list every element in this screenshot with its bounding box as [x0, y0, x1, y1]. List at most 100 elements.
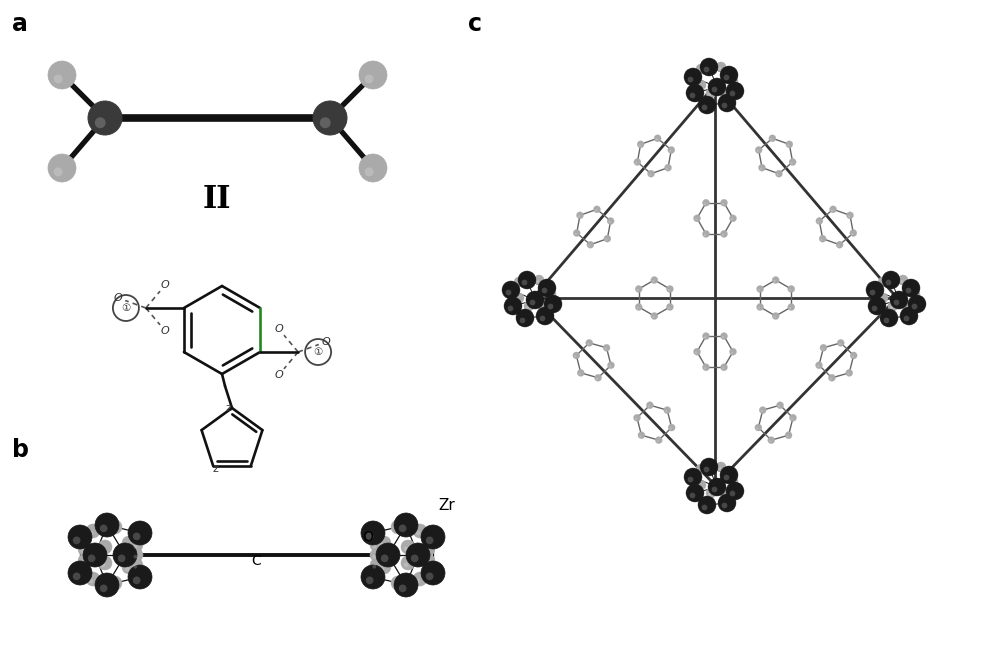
Circle shape [89, 579, 93, 583]
Circle shape [576, 212, 583, 219]
Circle shape [702, 332, 710, 340]
Circle shape [791, 418, 793, 420]
Circle shape [516, 309, 534, 327]
Circle shape [722, 367, 724, 369]
Circle shape [698, 498, 708, 508]
Circle shape [838, 245, 840, 247]
Circle shape [100, 525, 107, 532]
Circle shape [758, 164, 765, 171]
Circle shape [769, 440, 771, 442]
Circle shape [421, 561, 445, 585]
Circle shape [836, 241, 843, 248]
Circle shape [544, 307, 554, 317]
Circle shape [651, 276, 658, 284]
Circle shape [720, 199, 728, 206]
Circle shape [634, 414, 641, 421]
Circle shape [789, 159, 796, 165]
Circle shape [777, 402, 784, 408]
Circle shape [514, 277, 524, 287]
Circle shape [720, 491, 723, 494]
Circle shape [789, 307, 791, 309]
Circle shape [101, 547, 105, 551]
Circle shape [664, 407, 671, 414]
Circle shape [880, 282, 883, 285]
Circle shape [421, 542, 435, 556]
Text: O: O [113, 293, 122, 303]
Circle shape [656, 138, 658, 140]
Circle shape [536, 280, 539, 283]
Circle shape [700, 58, 718, 76]
Circle shape [68, 525, 92, 549]
Circle shape [791, 162, 793, 164]
Circle shape [603, 344, 610, 351]
Circle shape [880, 311, 890, 321]
Circle shape [78, 554, 92, 568]
Circle shape [637, 141, 644, 148]
Circle shape [546, 312, 549, 315]
Circle shape [718, 67, 721, 70]
Circle shape [704, 336, 706, 338]
Circle shape [607, 217, 614, 225]
Circle shape [770, 138, 773, 140]
Circle shape [720, 66, 738, 84]
Circle shape [720, 466, 738, 484]
Circle shape [404, 547, 408, 551]
Circle shape [704, 467, 709, 473]
Circle shape [522, 280, 527, 286]
Circle shape [902, 304, 905, 307]
Circle shape [538, 304, 541, 307]
Circle shape [394, 513, 418, 537]
Circle shape [88, 555, 95, 563]
Circle shape [100, 584, 107, 592]
Circle shape [708, 93, 711, 96]
Circle shape [718, 467, 721, 470]
Circle shape [514, 293, 524, 303]
Circle shape [577, 369, 584, 376]
Circle shape [399, 584, 406, 592]
Circle shape [366, 533, 373, 540]
Circle shape [768, 437, 775, 444]
Circle shape [878, 293, 888, 303]
Circle shape [125, 543, 129, 547]
Circle shape [542, 288, 547, 293]
Circle shape [73, 572, 80, 580]
Circle shape [605, 239, 607, 241]
Circle shape [122, 536, 136, 550]
Circle shape [609, 221, 611, 223]
Circle shape [772, 313, 779, 319]
Circle shape [686, 84, 704, 102]
Circle shape [595, 374, 602, 381]
Circle shape [506, 290, 511, 295]
Text: z: z [212, 464, 218, 474]
Circle shape [708, 493, 711, 496]
Circle shape [850, 229, 857, 237]
Circle shape [86, 572, 100, 586]
Circle shape [700, 103, 703, 106]
Circle shape [730, 81, 733, 84]
Circle shape [651, 313, 658, 319]
Circle shape [728, 499, 731, 502]
Circle shape [870, 290, 875, 295]
Circle shape [536, 307, 554, 325]
Circle shape [634, 159, 641, 165]
Circle shape [377, 560, 391, 574]
Circle shape [912, 293, 915, 297]
Circle shape [652, 316, 654, 318]
Circle shape [365, 167, 374, 176]
Circle shape [98, 540, 112, 554]
Circle shape [648, 170, 655, 177]
Circle shape [760, 167, 762, 170]
Circle shape [544, 295, 562, 313]
Circle shape [785, 432, 792, 439]
Circle shape [908, 295, 926, 313]
Circle shape [821, 239, 823, 241]
Circle shape [706, 488, 716, 498]
Circle shape [774, 316, 776, 318]
Circle shape [769, 135, 776, 142]
Circle shape [786, 435, 789, 438]
Circle shape [902, 279, 920, 297]
Circle shape [320, 117, 331, 128]
Text: O: O [322, 336, 331, 347]
Circle shape [133, 576, 140, 584]
Circle shape [657, 440, 659, 442]
